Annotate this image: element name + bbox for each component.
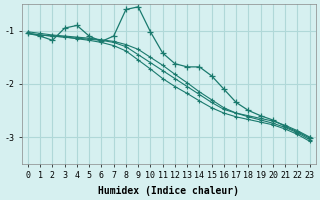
- X-axis label: Humidex (Indice chaleur): Humidex (Indice chaleur): [98, 186, 239, 196]
